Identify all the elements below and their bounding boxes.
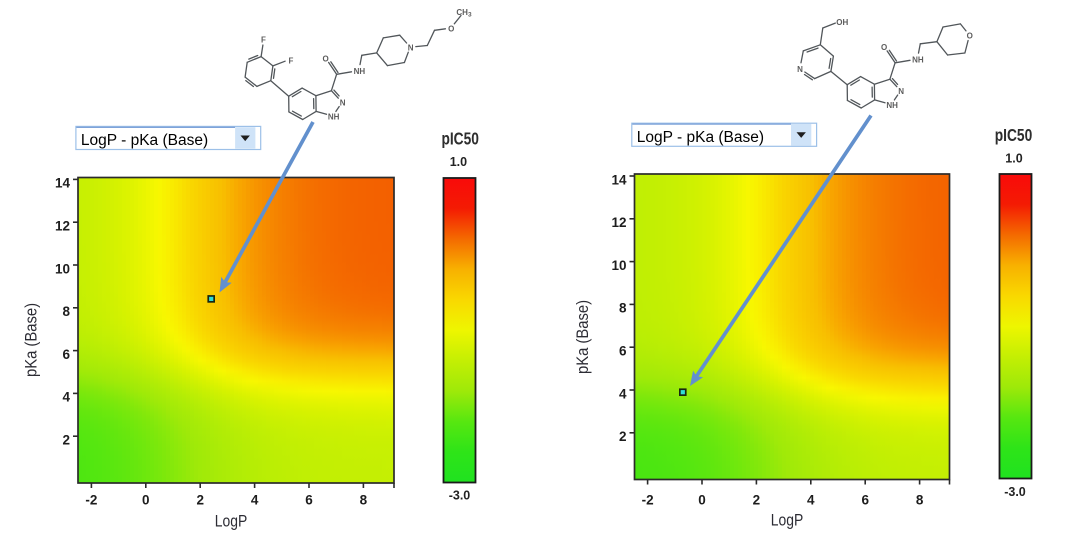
svg-text:8: 8 <box>62 304 70 319</box>
svg-text:8: 8 <box>916 492 924 507</box>
svg-text:CH3: CH3 <box>456 8 472 19</box>
svg-text:LogP - pKa (Base): LogP - pKa (Base) <box>81 132 208 149</box>
svg-text:6: 6 <box>619 344 627 359</box>
svg-text:2: 2 <box>753 492 761 507</box>
svg-text:6: 6 <box>305 493 313 508</box>
svg-text:6: 6 <box>62 347 70 362</box>
svg-text:4: 4 <box>619 386 627 401</box>
svg-text:N: N <box>898 87 904 96</box>
svg-text:N: N <box>340 99 346 108</box>
svg-text:8: 8 <box>360 493 368 508</box>
svg-text:-2: -2 <box>85 493 97 508</box>
svg-text:F: F <box>289 57 294 66</box>
svg-text:-2: -2 <box>642 492 654 507</box>
svg-text:4: 4 <box>62 390 70 405</box>
svg-text:pIC50: pIC50 <box>441 129 479 149</box>
svg-text:1.0: 1.0 <box>1005 152 1022 166</box>
svg-text:NH: NH <box>886 101 898 110</box>
svg-text:pKa (Base): pKa (Base) <box>23 303 41 377</box>
svg-text:4: 4 <box>251 493 259 508</box>
svg-text:-3.0: -3.0 <box>449 489 471 503</box>
svg-text:LogP: LogP <box>215 513 248 531</box>
svg-text:LogP - pKa (Base): LogP - pKa (Base) <box>637 129 764 146</box>
svg-text:-3.0: -3.0 <box>1004 485 1026 499</box>
svg-text:14: 14 <box>55 176 71 191</box>
svg-text:1.0: 1.0 <box>450 155 467 169</box>
svg-text:2: 2 <box>619 429 627 444</box>
svg-text:12: 12 <box>55 219 70 234</box>
svg-text:4: 4 <box>807 492 815 507</box>
svg-text:O: O <box>967 32 973 41</box>
svg-text:10: 10 <box>611 258 626 273</box>
svg-text:14: 14 <box>611 172 627 187</box>
svg-text:N: N <box>797 65 803 74</box>
svg-text:10: 10 <box>55 261 70 276</box>
svg-text:O: O <box>448 24 454 33</box>
svg-text:NH: NH <box>912 55 924 64</box>
svg-text:OH: OH <box>836 18 848 27</box>
svg-text:O: O <box>322 55 328 64</box>
svg-text:O: O <box>881 43 887 52</box>
svg-text:12: 12 <box>611 215 626 230</box>
svg-text:NH: NH <box>354 67 366 76</box>
svg-text:pIC50: pIC50 <box>995 125 1033 145</box>
svg-text:0: 0 <box>142 493 150 508</box>
svg-text:8: 8 <box>619 301 627 316</box>
svg-text:2: 2 <box>62 433 70 448</box>
svg-text:N: N <box>408 43 414 52</box>
svg-text:F: F <box>261 36 266 45</box>
svg-text:2: 2 <box>196 493 204 508</box>
svg-text:pKa (Base): pKa (Base) <box>574 300 592 374</box>
svg-text:NH: NH <box>328 112 340 121</box>
svg-text:6: 6 <box>861 492 869 507</box>
svg-text:LogP: LogP <box>771 511 804 529</box>
svg-text:0: 0 <box>698 492 706 507</box>
